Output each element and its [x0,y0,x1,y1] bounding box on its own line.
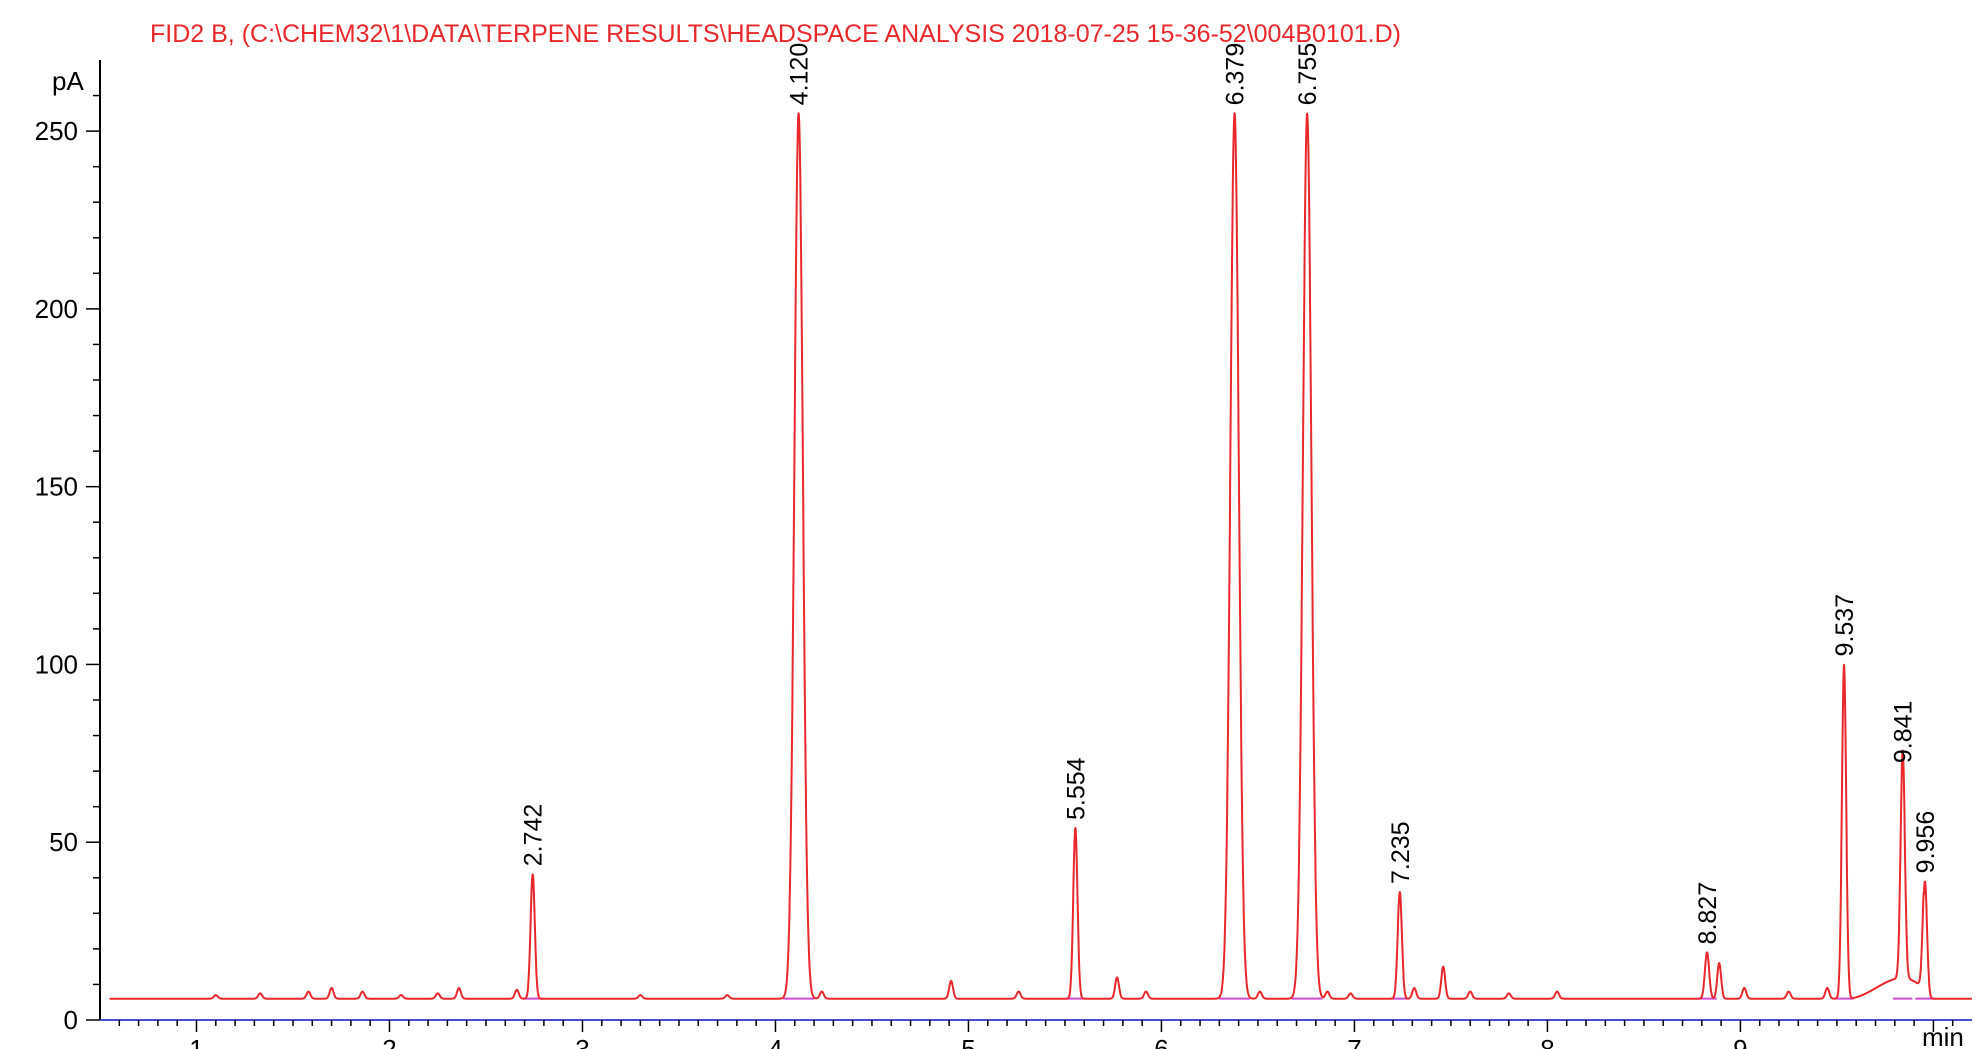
x-tick-label: 8 [1540,1034,1554,1049]
x-tick-label: 7 [1347,1034,1361,1049]
peak-label: 2.742 [520,804,548,867]
y-axis-unit-label: pA [52,66,84,96]
peak-labels: 2.742 4.120 5.554 6.379 6.755 7.235 8.827 9.537… [520,43,1940,945]
peak-label: 7.235 [1387,821,1415,884]
signal-trace [108,112,1973,1000]
x-tick-label: 1 [189,1034,203,1049]
chart-title: FID2 B, (C:\CHEM32\1\DATA\TERPENE RESULT… [150,20,1401,48]
x-tick-label: 3 [575,1034,589,1049]
peak-label: 9.956 [1912,811,1940,874]
x-axis-unit-label: min [1922,1022,1964,1049]
y-axis: 0 50 100 150 200 250 [35,60,101,1035]
x-tick-label: 4 [768,1034,782,1049]
x-tick-label: 5 [961,1034,975,1049]
x-tick-label: 2 [382,1034,396,1049]
x-tick-label: 6 [1154,1034,1168,1049]
y-tick-label: 0 [64,1005,78,1035]
x-axis: 1 2 3 4 5 6 7 8 9 [100,1019,1972,1049]
y-tick-label: 50 [49,827,78,857]
y-tick-label: 250 [35,116,78,146]
peak-label: 5.554 [1062,757,1090,820]
y-tick-label: 100 [35,649,78,679]
x-tick-label: 9 [1733,1034,1747,1049]
peak-label: 8.827 [1694,882,1722,945]
y-tick-label: 200 [35,294,78,324]
peak-label: 9.841 [1890,701,1918,764]
peak-label: 4.120 [786,43,814,106]
peak-label: 9.537 [1831,594,1859,657]
peak-label: 6.755 [1294,43,1322,106]
y-tick-label: 150 [35,472,78,502]
peak-label: 6.379 [1222,43,1250,106]
